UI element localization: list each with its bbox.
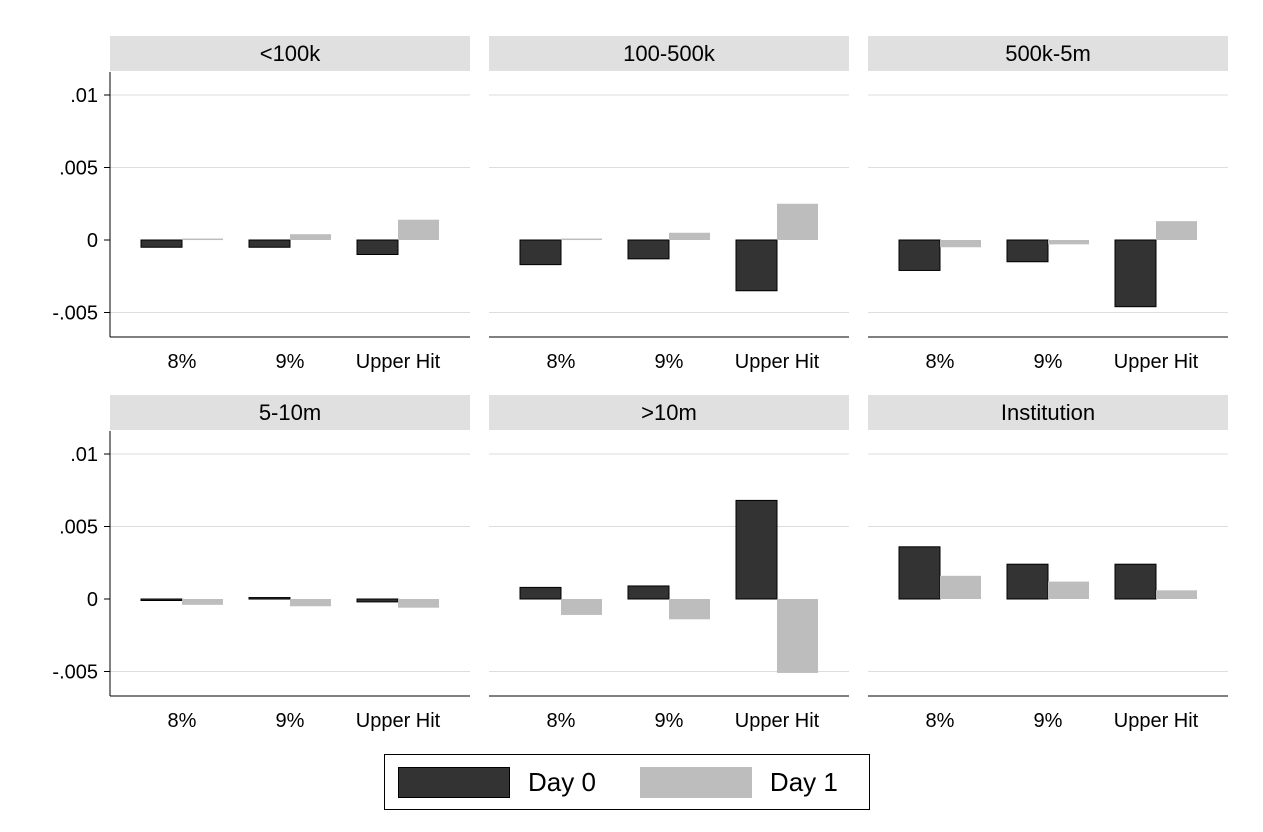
legend-label-day1: Day 1 <box>769 766 838 797</box>
panel-4-ytick-label-1: .01 <box>70 444 98 466</box>
panel-1-bar-day0-1 <box>140 239 183 248</box>
panel-5-header-strip <box>489 395 849 430</box>
panel-6-bar-day0-2 <box>1006 563 1049 600</box>
panel-6-bar-day1-2 <box>1048 581 1089 599</box>
panel-2-title: 100-500k <box>623 41 716 66</box>
panel-6-xtick-label-1: 8% <box>926 710 955 732</box>
panel-3-title: 500k-5m <box>1005 41 1091 66</box>
panel-6-xtick-label-2: 9% <box>1034 710 1063 732</box>
panel-5-bar-day0-3 <box>735 499 778 600</box>
panel-3-bar-day1-1 <box>940 240 981 248</box>
panel-5-xtick-label-2: 9% <box>655 710 684 732</box>
panel-3-bar-day1-3 <box>1156 221 1197 240</box>
panel-4-xtick-label-2: 9% <box>276 710 305 732</box>
panel-3-xtick-label-1: 8% <box>926 351 955 373</box>
panel-3-xtick-label-2: 9% <box>1034 351 1063 373</box>
panel-6-header-strip <box>868 395 1228 430</box>
panel-4-bar-day1-3 <box>398 599 439 608</box>
panel-2-bar-day0-1 <box>519 239 562 266</box>
panel-4-ytick-label-3: 0 <box>87 589 98 611</box>
panel-4-bar-day1-2 <box>290 599 331 607</box>
legend-label-day0: Day 0 <box>528 766 596 797</box>
panel-4-header-strip <box>110 395 470 430</box>
panel-3-bar-day0-2 <box>1006 239 1049 263</box>
panel-1-header-strip <box>110 36 470 71</box>
panel-3-bar-day0-3 <box>1114 239 1157 308</box>
panel-2-header-strip <box>489 36 849 71</box>
panel-1-ytick-label-2: .005 <box>59 158 98 180</box>
panel-1-xtick-label-2: 9% <box>276 351 305 373</box>
panel-1-bar-day0-3 <box>356 239 399 255</box>
panel-5-bar-day0-2 <box>627 585 670 600</box>
legend: Day 0 Day 1 <box>384 754 870 810</box>
legend-item-day1: Day 1 <box>639 766 838 798</box>
panel-2-xtick-label-1: 8% <box>547 351 576 373</box>
panel-4-bar-day1-1 <box>182 599 223 605</box>
panel-4-bar-day0-2 <box>248 597 291 600</box>
panel-4-bar-day0-3 <box>356 598 399 603</box>
panel-4-ytick-label-4: -.005 <box>52 662 98 684</box>
panel-2-bar-day1-3 <box>777 203 818 240</box>
panel-1-ytick-label-1: .01 <box>70 85 98 107</box>
panel-6-bar-day0-1 <box>898 546 941 600</box>
panel-3-bar-day0-1 <box>898 239 941 271</box>
panel-5-bar-day1-1 <box>561 599 602 615</box>
panel-1-bar-day1-3 <box>398 219 439 240</box>
panel-2-bar-day1-2 <box>669 232 710 240</box>
panel-6-bar-day0-3 <box>1114 563 1157 600</box>
panel-4-xtick-label-3: Upper Hit <box>356 710 441 732</box>
panel-4-xtick-label-1: 8% <box>168 710 197 732</box>
panel-1-bar-day1-1 <box>182 238 223 241</box>
panel-3-header-strip <box>868 36 1228 71</box>
legend-swatch-day0 <box>398 766 510 798</box>
panel-1-ytick-label-3: 0 <box>87 230 98 252</box>
panel-3-bar-day1-2 <box>1048 240 1089 245</box>
legend-item-day0: Day 0 <box>398 766 596 798</box>
panel-2-bar-day1-1 <box>561 238 602 241</box>
panel-2-bar-day0-2 <box>627 239 670 260</box>
panel-6-bar-day1-3 <box>1156 590 1197 599</box>
panel-6-title: Institution <box>1001 400 1095 425</box>
panel-2-bar-day0-3 <box>735 239 778 292</box>
panel-1-xtick-label-1: 8% <box>168 351 197 373</box>
panel-5-title: >10m <box>641 400 697 425</box>
panel-2-xtick-label-3: Upper Hit <box>735 351 820 373</box>
panel-4-title: 5-10m <box>259 400 321 425</box>
panel-1-title: <100k <box>260 41 322 66</box>
panel-4-ytick-label-2: .005 <box>59 517 98 539</box>
panel-1-ytick-label-4: -.005 <box>52 303 98 325</box>
panel-3-xtick-label-3: Upper Hit <box>1114 351 1199 373</box>
panel-1-xtick-label-3: Upper Hit <box>356 351 441 373</box>
panel-6-bar-day1-1 <box>940 575 981 599</box>
panel-5-bar-day1-3 <box>777 599 818 673</box>
panel-4-bar-day0-1 <box>140 598 183 601</box>
panel-6-xtick-label-3: Upper Hit <box>1114 710 1199 732</box>
panel-1-bar-day1-2 <box>290 234 331 240</box>
panel-1-bar-day0-2 <box>248 239 291 248</box>
panel-2-xtick-label-2: 9% <box>655 351 684 373</box>
panel-5-xtick-label-1: 8% <box>547 710 576 732</box>
legend-swatch-day1 <box>639 766 752 798</box>
panel-5-bar-day1-2 <box>669 599 710 620</box>
panel-5-bar-day0-1 <box>519 586 562 600</box>
panel-5-xtick-label-3: Upper Hit <box>735 710 820 732</box>
